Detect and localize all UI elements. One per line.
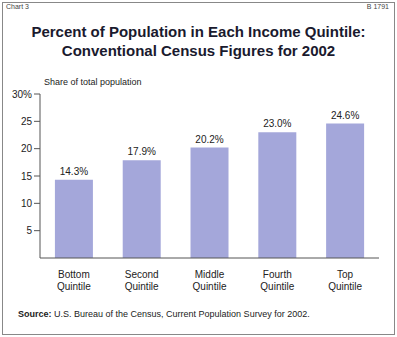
svg-text:20.2%: 20.2%	[195, 134, 223, 145]
svg-text:23.0%: 23.0%	[263, 118, 291, 129]
svg-text:10: 10	[21, 198, 33, 209]
svg-text:14.3%: 14.3%	[60, 166, 88, 177]
svg-text:24.6%: 24.6%	[331, 110, 359, 121]
html-text:Chart 3: Chart 3	[6, 3, 29, 10]
html-text:Conventional Census Figures fo: Conventional Census Figures for 2002	[61, 42, 336, 59]
html-text:Source: U.S. Bureau of the Cen: Source: U.S. Bureau of the Census, Curre…	[18, 309, 310, 319]
html-text:Share of total population: Share of total population	[44, 77, 142, 87]
html-text:B 1791: B 1791	[366, 3, 389, 10]
svg-text:17.9%: 17.9%	[128, 146, 156, 157]
svg-text:25: 25	[21, 116, 33, 127]
svg-text:20: 20	[21, 143, 33, 154]
svg-text:30%: 30%	[12, 89, 32, 100]
svg-text:15: 15	[21, 171, 33, 182]
svg-text:SecondQuintile: SecondQuintile	[125, 269, 159, 292]
html-text:Percent of Population in Each: Percent of Population in Each Income Qui…	[31, 23, 366, 40]
svg-text:BottomQuintile: BottomQuintile	[57, 269, 91, 292]
svg-text:TopQuintile: TopQuintile	[328, 269, 362, 292]
svg-text:5: 5	[26, 225, 32, 236]
svg-text:MiddleQuintile: MiddleQuintile	[193, 269, 227, 292]
svg-text:FourthQuintile: FourthQuintile	[260, 269, 294, 292]
